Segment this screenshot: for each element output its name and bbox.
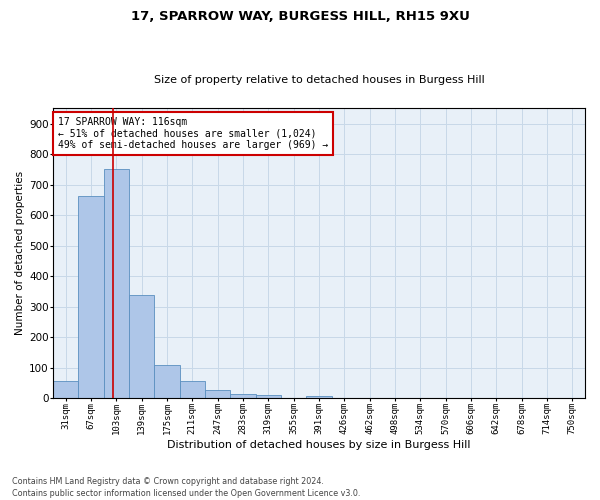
Bar	[104, 170, 129, 398]
Bar	[53, 380, 78, 398]
Bar	[230, 394, 256, 398]
Bar	[205, 390, 230, 398]
Text: 17 SPARROW WAY: 116sqm
← 51% of detached houses are smaller (1,024)
49% of semi-: 17 SPARROW WAY: 116sqm ← 51% of detached…	[58, 117, 329, 150]
Y-axis label: Number of detached properties: Number of detached properties	[15, 171, 25, 336]
Bar	[179, 381, 205, 398]
Title: Size of property relative to detached houses in Burgess Hill: Size of property relative to detached ho…	[154, 76, 484, 86]
Bar	[256, 395, 281, 398]
Bar	[154, 365, 179, 398]
Text: Contains HM Land Registry data © Crown copyright and database right 2024.
Contai: Contains HM Land Registry data © Crown c…	[12, 476, 361, 498]
Text: 17, SPARROW WAY, BURGESS HILL, RH15 9XU: 17, SPARROW WAY, BURGESS HILL, RH15 9XU	[131, 10, 469, 23]
X-axis label: Distribution of detached houses by size in Burgess Hill: Distribution of detached houses by size …	[167, 440, 471, 450]
Bar	[307, 396, 332, 398]
Bar	[78, 196, 104, 398]
Bar	[129, 295, 154, 398]
